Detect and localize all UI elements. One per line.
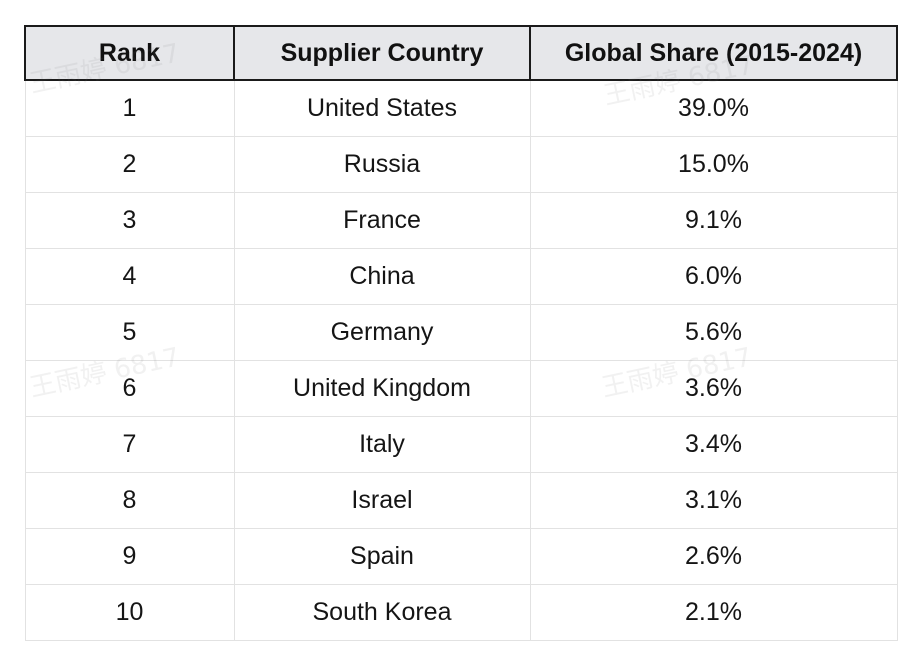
table-row: 2 Russia 15.0% bbox=[24, 136, 898, 193]
share-cell: 39.0% bbox=[529, 80, 898, 137]
country-cell: South Korea bbox=[233, 584, 531, 641]
share-cell: 6.0% bbox=[529, 248, 898, 305]
rank-cell: 4 bbox=[24, 248, 235, 305]
table-row: 6 United Kingdom 3.6% bbox=[24, 360, 898, 417]
country-cell: Spain bbox=[233, 528, 531, 585]
table-body: 1 United States 39.0% 2 Russia 15.0% 3 F… bbox=[24, 80, 898, 641]
country-cell: Russia bbox=[233, 136, 531, 193]
header-row: Rank Supplier Country Global Share (2015… bbox=[24, 25, 898, 81]
data-table-container: Rank Supplier Country Global Share (2015… bbox=[24, 25, 898, 641]
country-cell: Italy bbox=[233, 416, 531, 473]
table-row: 10 South Korea 2.1% bbox=[24, 584, 898, 641]
share-cell: 3.6% bbox=[529, 360, 898, 417]
rank-cell: 3 bbox=[24, 192, 235, 249]
rank-cell: 5 bbox=[24, 304, 235, 361]
country-cell: Germany bbox=[233, 304, 531, 361]
rank-cell: 2 bbox=[24, 136, 235, 193]
rank-cell: 1 bbox=[24, 80, 235, 137]
country-cell: United States bbox=[233, 80, 531, 137]
table-row: 5 Germany 5.6% bbox=[24, 304, 898, 361]
share-cell: 2.1% bbox=[529, 584, 898, 641]
table-row: 4 China 6.0% bbox=[24, 248, 898, 305]
header-global-share: Global Share (2015-2024) bbox=[529, 25, 898, 81]
country-cell: United Kingdom bbox=[233, 360, 531, 417]
rank-cell: 6 bbox=[24, 360, 235, 417]
share-cell: 9.1% bbox=[529, 192, 898, 249]
table-row: 7 Italy 3.4% bbox=[24, 416, 898, 473]
rank-cell: 10 bbox=[24, 584, 235, 641]
table-row: 9 Spain 2.6% bbox=[24, 528, 898, 585]
share-cell: 5.6% bbox=[529, 304, 898, 361]
country-cell: China bbox=[233, 248, 531, 305]
table-row: 1 United States 39.0% bbox=[24, 80, 898, 137]
share-cell: 15.0% bbox=[529, 136, 898, 193]
rank-cell: 8 bbox=[24, 472, 235, 529]
share-cell: 2.6% bbox=[529, 528, 898, 585]
share-cell: 3.1% bbox=[529, 472, 898, 529]
table-header: Rank Supplier Country Global Share (2015… bbox=[24, 25, 898, 81]
header-rank: Rank bbox=[24, 25, 235, 81]
table-row: 3 France 9.1% bbox=[24, 192, 898, 249]
header-supplier-country: Supplier Country bbox=[233, 25, 531, 81]
table-row: 8 Israel 3.1% bbox=[24, 472, 898, 529]
country-cell: France bbox=[233, 192, 531, 249]
rank-cell: 9 bbox=[24, 528, 235, 585]
share-cell: 3.4% bbox=[529, 416, 898, 473]
country-cell: Israel bbox=[233, 472, 531, 529]
rank-cell: 7 bbox=[24, 416, 235, 473]
supplier-share-table: Rank Supplier Country Global Share (2015… bbox=[24, 25, 898, 641]
